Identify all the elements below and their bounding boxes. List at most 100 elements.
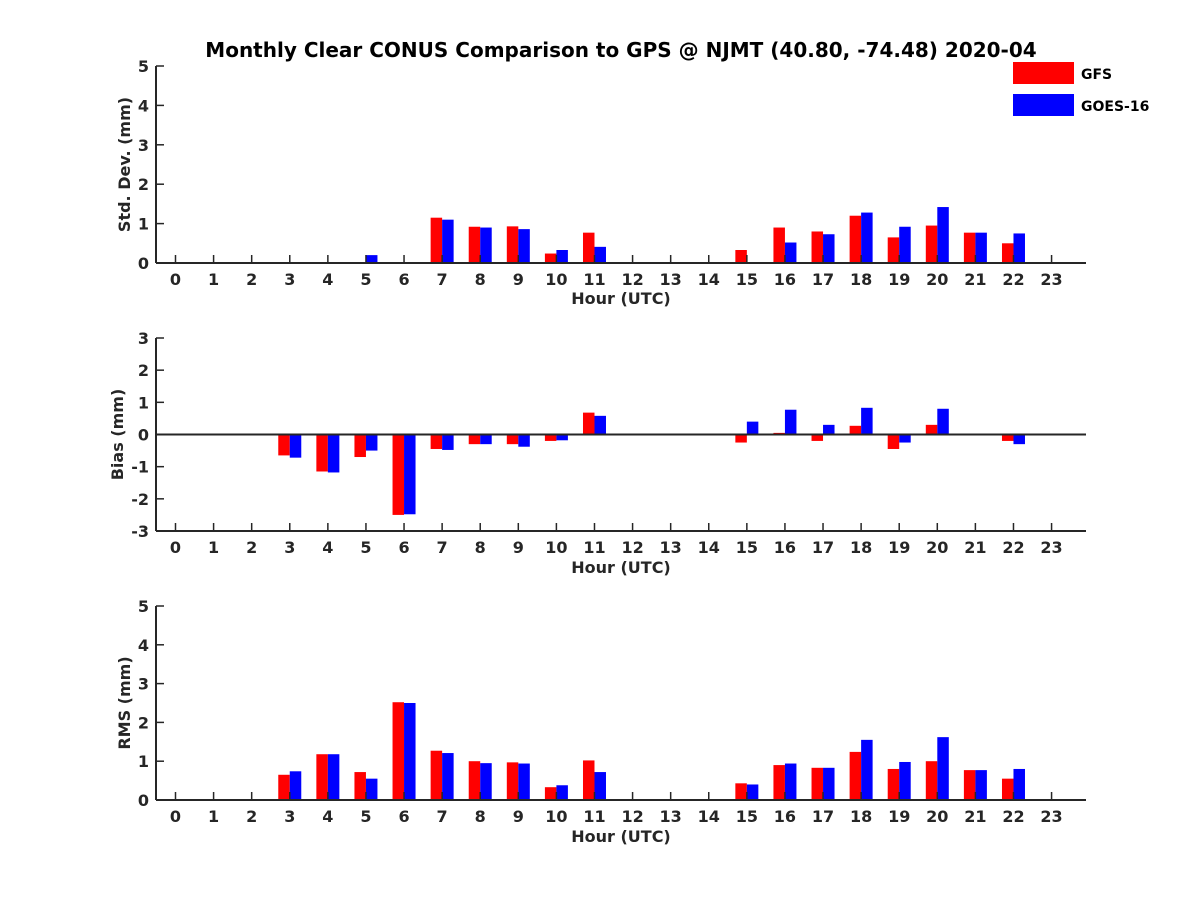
- bar-gfs-hour-11: [582, 760, 595, 800]
- x-tick-label: 16: [774, 538, 796, 557]
- bar-goes-16-hour-9: [518, 229, 530, 263]
- bar-goes-16-hour-19: [899, 226, 911, 263]
- legend-swatch-goes-16: [1013, 94, 1074, 116]
- x-tick-label: 15: [736, 538, 758, 557]
- x-tick-label: 6: [398, 270, 409, 289]
- bar-goes-16-hour-16: [784, 763, 797, 800]
- y-axis-label: Bias (mm): [108, 389, 127, 481]
- x-tick-label: 21: [964, 538, 986, 557]
- y-tick-label: -2: [131, 490, 149, 509]
- bar-goes-16-hour-11: [594, 415, 606, 435]
- x-tick-label: 13: [660, 807, 682, 826]
- bar-gfs-hour-18: [849, 751, 862, 800]
- bar-goes-16-hour-22: [1013, 768, 1025, 800]
- x-tick-label: 2: [246, 270, 257, 289]
- x-tick-label: 7: [437, 807, 448, 826]
- y-tick-label: -1: [131, 458, 149, 477]
- legend-swatch-gfs: [1013, 62, 1074, 84]
- bar-gfs-hour-7: [430, 750, 443, 800]
- bar-gfs-hour-21: [963, 232, 976, 263]
- x-tick-label: 10: [545, 538, 567, 557]
- x-tick-label: 20: [926, 807, 948, 826]
- x-tick-label: 18: [850, 270, 872, 289]
- x-tick-label: 19: [888, 270, 910, 289]
- bar-gfs-hour-11: [582, 232, 595, 263]
- bar-gfs-hour-22: [1001, 778, 1014, 800]
- bar-goes-16-hour-5: [365, 434, 378, 451]
- x-tick-label: 16: [774, 270, 796, 289]
- x-tick-label: 1: [208, 807, 219, 826]
- x-tick-label: 11: [583, 807, 605, 826]
- bar-goes-16-hour-20: [937, 408, 949, 435]
- bar-goes-16-hour-7: [442, 434, 454, 450]
- bar-gfs-hour-8: [468, 761, 481, 800]
- bar-goes-16-hour-18: [861, 739, 873, 800]
- bar-gfs-hour-9: [506, 434, 519, 445]
- y-tick-label: 4: [138, 636, 149, 655]
- bar-goes-16-hour-3: [289, 771, 302, 800]
- bar-gfs-hour-19: [887, 434, 900, 449]
- x-tick-label: 10: [545, 270, 567, 289]
- x-tick-label: 4: [322, 807, 333, 826]
- x-tick-label: 11: [583, 538, 605, 557]
- bar-gfs-hour-8: [468, 226, 481, 263]
- bar-gfs-hour-6: [392, 434, 405, 515]
- bar-gfs-hour-4: [316, 434, 328, 472]
- x-tick-label: 22: [1002, 807, 1024, 826]
- x-tick-label: 21: [964, 270, 986, 289]
- x-tick-label: 8: [475, 538, 486, 557]
- bar-gfs-hour-22: [1001, 243, 1014, 263]
- y-tick-label: 1: [138, 215, 149, 234]
- bar-gfs-hour-9: [506, 226, 519, 263]
- bar-gfs-hour-15: [735, 434, 747, 443]
- x-tick-label: 23: [1040, 807, 1062, 826]
- x-tick-label: 2: [246, 538, 257, 557]
- y-tick-label: 2: [138, 361, 149, 380]
- bar-goes-16-hour-3: [289, 434, 302, 458]
- x-tick-label: 3: [284, 270, 295, 289]
- bar-gfs-hour-17: [811, 231, 824, 263]
- x-tick-label: 20: [926, 270, 948, 289]
- bar-gfs-hour-10: [544, 434, 557, 441]
- legend-label-gfs: GFS: [1081, 67, 1112, 83]
- x-tick-label: 12: [621, 538, 643, 557]
- bar-goes-16-hour-8: [480, 763, 492, 800]
- x-tick-label: 22: [1002, 270, 1024, 289]
- x-tick-label: 13: [660, 538, 682, 557]
- y-axis-label: Std. Dev. (mm): [115, 97, 134, 232]
- x-tick-label: 12: [621, 807, 643, 826]
- bar-gfs-hour-11: [582, 412, 595, 435]
- y-tick-label: 5: [138, 57, 149, 76]
- x-tick-label: 5: [360, 807, 371, 826]
- bar-gfs-hour-5: [354, 772, 366, 800]
- bar-gfs-hour-17: [811, 434, 824, 441]
- bar-gfs-hour-19: [887, 768, 900, 800]
- bar-goes-16-hour-7: [442, 753, 454, 800]
- x-tick-label: 2: [246, 807, 257, 826]
- bar-goes-16-hour-22: [1013, 434, 1025, 445]
- x-tick-label: 4: [322, 538, 333, 557]
- bar-gfs-hour-20: [925, 424, 938, 435]
- x-axis-label: Hour (UTC): [571, 289, 671, 308]
- x-tick-label: 0: [170, 270, 181, 289]
- bar-gfs-hour-20: [925, 761, 938, 800]
- y-tick-label: -3: [131, 522, 149, 541]
- bar-goes-16-hour-20: [937, 207, 949, 263]
- bar-gfs-hour-18: [849, 425, 862, 435]
- x-tick-label: 7: [437, 538, 448, 557]
- x-tick-label: 9: [513, 538, 524, 557]
- x-tick-label: 17: [812, 270, 834, 289]
- bar-goes-16-hour-18: [861, 407, 873, 435]
- bar-goes-16-hour-17: [823, 424, 835, 435]
- bar-goes-16-hour-16: [784, 242, 797, 263]
- x-tick-label: 6: [398, 538, 409, 557]
- bar-gfs-hour-15: [735, 783, 747, 800]
- x-tick-label: 16: [774, 807, 796, 826]
- x-tick-label: 23: [1040, 270, 1062, 289]
- bar-gfs-hour-22: [1001, 434, 1014, 441]
- bar-gfs-hour-7: [430, 217, 443, 263]
